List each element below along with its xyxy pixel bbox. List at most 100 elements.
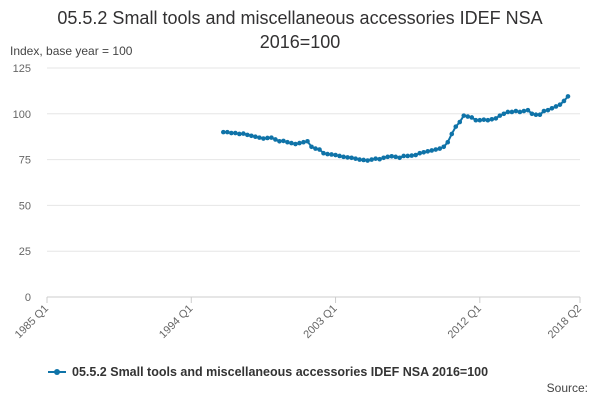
data-point (449, 131, 455, 137)
data-point (433, 147, 439, 152)
y-tick-label: 75 (19, 155, 31, 167)
data-point (309, 144, 314, 150)
axes: 0 25 50 75 100 125 1985 Q1 1994 Q1 2003 Q1 2012 Q… (13, 63, 584, 341)
data-point (461, 113, 467, 118)
data-point (233, 130, 238, 136)
data-point (285, 139, 290, 145)
data-point (225, 129, 230, 135)
data-point (353, 156, 358, 161)
data-point (513, 108, 519, 114)
data-point (317, 147, 322, 152)
data-point (301, 139, 306, 145)
data-point (465, 114, 471, 119)
data-point (393, 154, 398, 160)
data-point (377, 156, 382, 162)
data-point (533, 112, 539, 118)
data-point (565, 94, 571, 99)
data-point (389, 154, 394, 159)
data-point (489, 117, 495, 122)
data-point (473, 117, 479, 123)
data-point (269, 135, 274, 140)
data-point (229, 130, 234, 136)
data-point (349, 155, 354, 161)
x-tick-label: 1985 Q1 (13, 303, 51, 341)
data-point (469, 115, 475, 120)
data-point (249, 133, 254, 139)
x-tick-label: 1994 Q1 (157, 303, 195, 341)
data-point (541, 108, 547, 114)
data-point (441, 144, 447, 150)
data-point (241, 131, 246, 136)
data-point (277, 138, 282, 144)
data-point (453, 124, 459, 129)
legend-swatch (48, 365, 66, 379)
data-point (341, 154, 346, 160)
data-point (549, 106, 555, 111)
data-point (273, 137, 278, 142)
data-point (253, 134, 258, 139)
source-label: Source: (546, 381, 588, 395)
data-point (373, 156, 378, 161)
data-point (521, 108, 527, 114)
gridlines (47, 67, 580, 298)
series-line (223, 95, 569, 162)
data-point (497, 113, 503, 118)
data-point (477, 117, 483, 123)
data-point (281, 138, 286, 144)
data-point (457, 119, 463, 125)
data-point (321, 150, 326, 156)
data-point (385, 154, 390, 160)
y-tick-label: 25 (19, 246, 31, 258)
data-point (369, 157, 374, 162)
y-axis-label: Index, base year = 100 (10, 44, 133, 58)
x-tick-label: 2012 Q1 (446, 303, 484, 341)
data-point (305, 138, 310, 144)
chart-title-line-1: 05.5.2 Small tools and miscellaneous acc… (57, 8, 543, 28)
data-point (313, 146, 318, 151)
data-point (337, 153, 342, 159)
data-point (333, 152, 338, 158)
data-point (405, 153, 410, 159)
data-point (417, 150, 423, 156)
data-point (525, 107, 531, 113)
data-point (345, 155, 350, 160)
chart-title-line-2: 2016=100 (259, 32, 341, 52)
data-point (517, 109, 523, 115)
data-point (561, 98, 567, 104)
legend-label: 05.5.2 Small tools and miscellaneous acc… (72, 365, 489, 379)
data-point (421, 149, 427, 155)
data-point (501, 111, 507, 117)
legend: 05.5.2 Small tools and miscellaneous acc… (48, 365, 488, 379)
data-point (557, 102, 563, 107)
data-point (381, 155, 386, 161)
data-point (293, 141, 298, 147)
y-tick-label: 0 (25, 292, 31, 304)
data-point (261, 136, 266, 141)
data-point (445, 139, 451, 145)
data-point (245, 132, 250, 138)
data-point (265, 135, 270, 141)
data-point (429, 148, 435, 153)
data-point (329, 152, 334, 157)
data-point (409, 153, 414, 158)
data-point (485, 117, 491, 123)
y-tick-label: 50 (19, 200, 31, 212)
data-point (297, 140, 302, 146)
series-layer (221, 94, 571, 163)
data-point (325, 151, 330, 157)
data-point (425, 149, 431, 154)
legend-dot-icon (54, 369, 60, 375)
data-point (237, 131, 242, 137)
data-point (437, 146, 443, 151)
data-point (401, 153, 406, 159)
data-point (553, 104, 559, 109)
data-point (365, 158, 370, 163)
data-point (505, 109, 511, 115)
x-tick-label: 2018 Q2 (546, 303, 584, 341)
data-point (545, 107, 551, 113)
data-point (481, 117, 487, 122)
data-point (493, 116, 499, 121)
data-point (529, 111, 535, 117)
chart-title: 05.5.2 Small tools and miscellaneous acc… (0, 6, 600, 54)
x-tick-label: 2003 Q1 (301, 303, 339, 341)
